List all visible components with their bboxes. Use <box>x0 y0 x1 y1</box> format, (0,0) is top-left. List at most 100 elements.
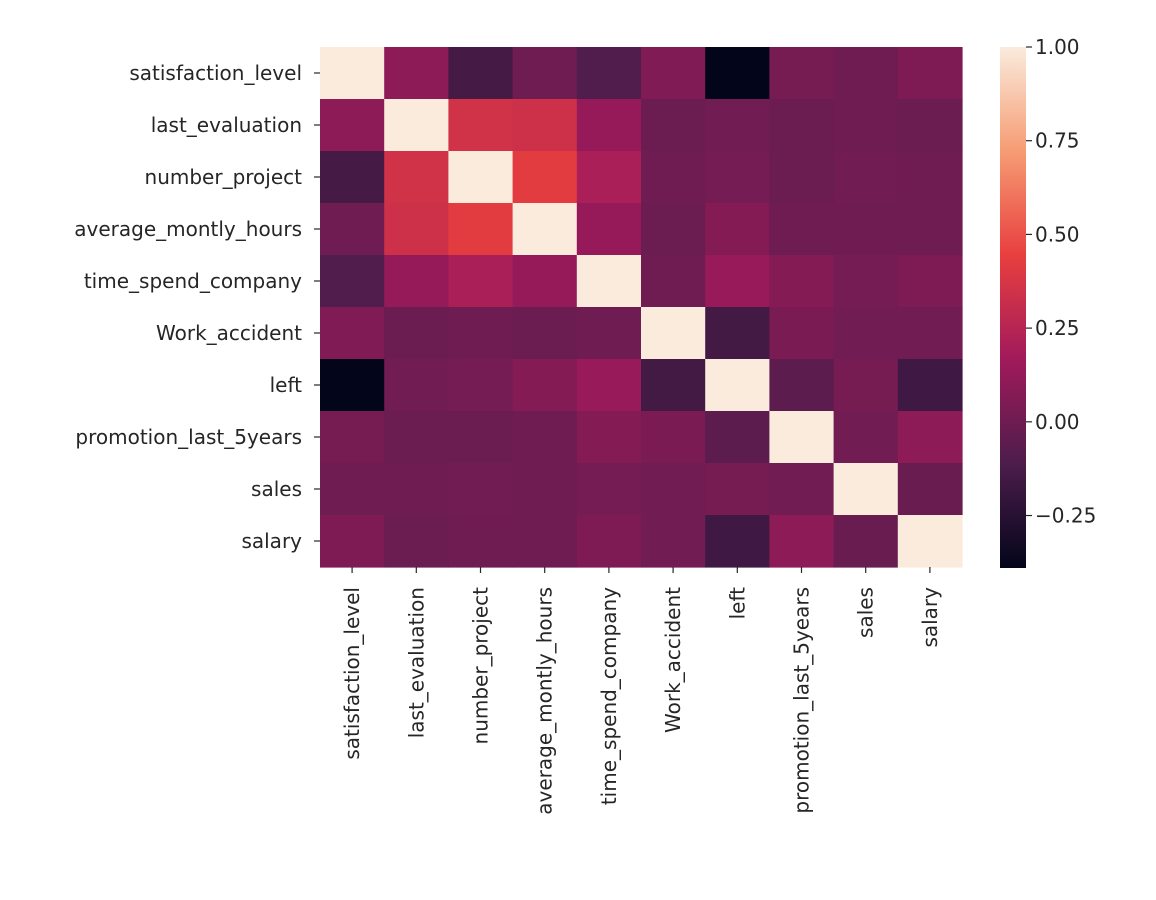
heatmap-cell <box>448 203 514 256</box>
heatmap-cell <box>384 307 449 360</box>
heatmap-cell <box>897 99 963 152</box>
heatmap-cell <box>769 411 835 464</box>
y-tick-label: sales <box>251 477 302 501</box>
heatmap-cell <box>705 255 770 308</box>
colorbar-tick-label: 0.50 <box>1035 222 1080 246</box>
y-tick-label: satisfaction_level <box>129 61 302 85</box>
heatmap-cell <box>833 47 899 100</box>
x-tick-label: last_evaluation <box>404 587 428 738</box>
heatmap-cell <box>320 359 385 412</box>
heatmap-cell <box>384 411 449 464</box>
x-tick-label: average_montly_hours <box>533 587 557 815</box>
heatmap-cell <box>833 255 899 308</box>
heatmap-cell <box>576 255 642 308</box>
heatmap-cell <box>769 463 835 516</box>
heatmap-cell <box>448 463 514 516</box>
heatmap-cell <box>833 99 899 152</box>
heatmap-cell <box>705 99 770 152</box>
heatmap-cell <box>384 151 449 204</box>
heatmap-cell <box>641 255 706 308</box>
heatmap-cell <box>641 307 706 360</box>
heatmap-cell <box>897 151 963 204</box>
heatmap-cell <box>769 99 835 152</box>
x-tick-label: Work_accident <box>661 587 685 733</box>
heatmap-cell <box>384 359 449 412</box>
heatmap-cell <box>576 151 642 204</box>
heatmap-cell <box>833 151 899 204</box>
colorbar-tick-label: 1.00 <box>1035 35 1080 59</box>
heatmap-cell <box>641 99 706 152</box>
heatmap-cell <box>641 359 706 412</box>
heatmap-cell <box>705 411 770 464</box>
heatmap-cell <box>641 203 706 256</box>
colorbar-tick-label: 0.25 <box>1035 316 1080 340</box>
heatmap-cell <box>576 203 642 256</box>
y-tick-label: left <box>270 373 303 397</box>
colorbar: −0.25 0.00 0.25 0.50 0.75 1.00 <box>1000 35 1096 568</box>
heatmap-cell <box>512 359 578 412</box>
heatmap-cell <box>705 359 770 412</box>
heatmap-cell <box>769 203 835 256</box>
heatmap-cell <box>576 307 642 360</box>
y-axis: satisfaction_level last_evaluation number_… <box>74 61 320 553</box>
heatmap-cell <box>384 47 449 100</box>
heatmap-cell <box>641 151 706 204</box>
heatmap-cell <box>448 151 514 204</box>
heatmap-cell <box>833 307 899 360</box>
heatmap-cell <box>769 151 835 204</box>
heatmap-cell <box>448 359 514 412</box>
heatmap-cell <box>769 359 835 412</box>
heatmap-cell <box>320 463 385 516</box>
colorbar-tick-label: −0.25 <box>1035 504 1096 528</box>
y-tick-label: last_evaluation <box>151 113 302 137</box>
heatmap-cell <box>320 47 385 100</box>
y-tick-label: time_spend_company <box>84 269 302 293</box>
heatmap-cell <box>320 255 385 308</box>
y-tick-label: promotion_last_5years <box>75 425 302 449</box>
heatmap-cell <box>576 99 642 152</box>
heatmap-cell <box>769 307 835 360</box>
heatmap-cell <box>576 411 642 464</box>
heatmap-cell <box>769 47 835 100</box>
heatmap-cell <box>448 47 514 100</box>
y-tick-label: Work_accident <box>156 321 302 345</box>
heatmap-cell <box>512 411 578 464</box>
x-tick-label: number_project <box>469 587 493 745</box>
heatmap-cell <box>833 203 899 256</box>
heatmap-cell <box>384 99 449 152</box>
heatmap-cell <box>576 463 642 516</box>
heatmap-cell <box>320 515 385 568</box>
heatmap-cell <box>897 463 963 516</box>
heatmap-cell <box>769 515 835 568</box>
heatmap-cell <box>384 203 449 256</box>
heatmap-cell <box>769 255 835 308</box>
heatmap-cell <box>705 47 770 100</box>
heatmap-cell <box>320 151 385 204</box>
heatmap-cell <box>512 151 578 204</box>
heatmap-cell <box>384 515 449 568</box>
heatmap-cell <box>833 359 899 412</box>
heatmap-cell <box>512 307 578 360</box>
heatmap-cell <box>512 47 578 100</box>
heatmap-cell <box>320 411 385 464</box>
heatmap-cell <box>448 307 514 360</box>
heatmap-cell <box>448 255 514 308</box>
heatmap-cell <box>705 151 770 204</box>
heatmap-cell <box>897 203 963 256</box>
colorbar-gradient <box>1000 47 1026 568</box>
heatmap-cell <box>833 411 899 464</box>
heatmap-cell <box>705 307 770 360</box>
heatmap-cell <box>833 463 899 516</box>
heatmap-cell <box>384 463 449 516</box>
heatmap-cell <box>576 47 642 100</box>
colorbar-tick-label: 0.75 <box>1035 129 1080 153</box>
heatmap-cell <box>512 463 578 516</box>
x-tick-label: sales <box>854 587 878 638</box>
heatmap-cell <box>512 515 578 568</box>
heatmap-cell <box>897 255 963 308</box>
y-tick-label: number_project <box>145 165 303 189</box>
heatmap-cell <box>448 411 514 464</box>
heatmap-cell <box>897 47 963 100</box>
x-tick-label: time_spend_company <box>597 587 621 805</box>
